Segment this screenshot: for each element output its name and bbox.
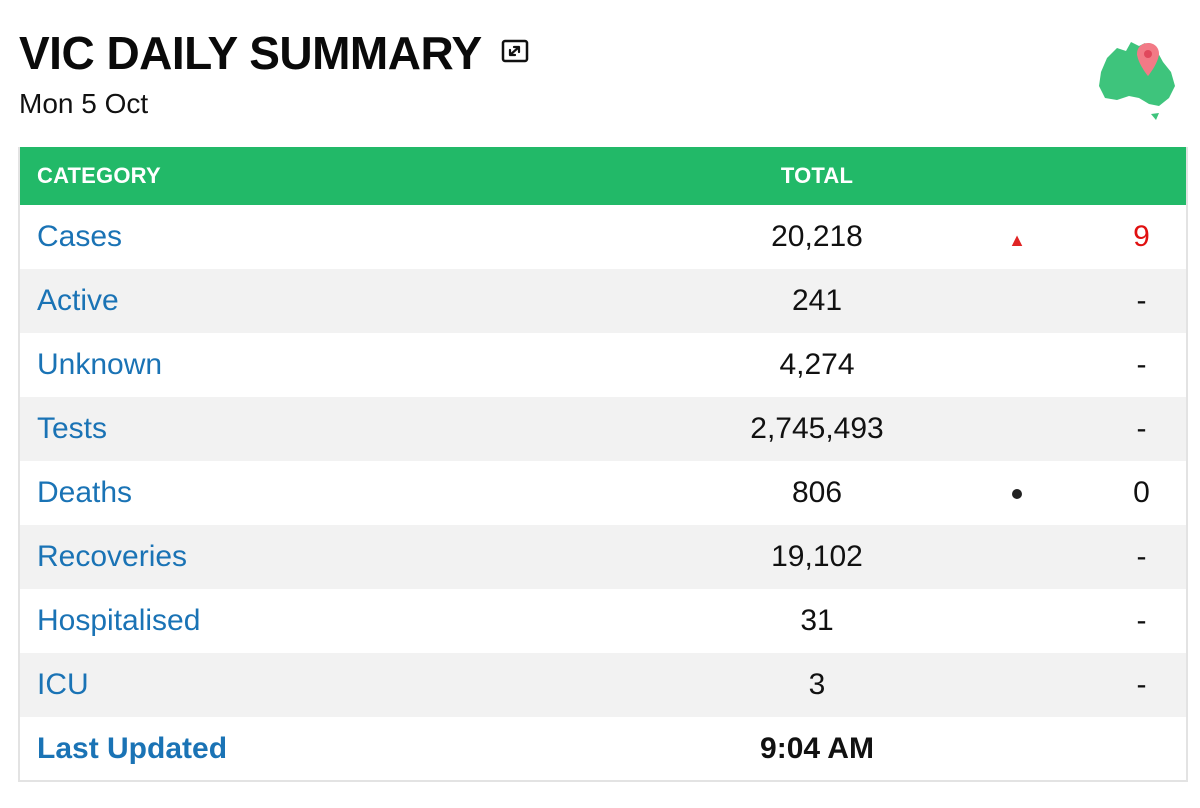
change-cell: - xyxy=(1136,348,1147,381)
column-header-indicator xyxy=(937,147,1097,205)
last-updated-row: Last Updated 9:04 AM xyxy=(19,717,1187,781)
change-cell: 0 xyxy=(1133,476,1150,509)
total-cell: 241 xyxy=(791,284,843,317)
category-link-hospitalised[interactable]: Hospitalised xyxy=(37,604,201,637)
indicator-cell xyxy=(937,397,1097,461)
dot-icon xyxy=(1012,489,1022,500)
indicator-cell xyxy=(937,333,1097,397)
title-row: VIC DAILY SUMMARY xyxy=(19,26,1189,80)
table-row: Tests 2,745,493 - xyxy=(19,397,1187,461)
table-row: Cases 20,218 ▲ 9 xyxy=(19,205,1187,269)
external-link-icon[interactable] xyxy=(501,38,529,64)
summary-table: CATEGORY TOTAL Cases 20,218 ▲ 9 Active 2… xyxy=(18,147,1188,782)
column-header-category: CATEGORY xyxy=(37,163,161,188)
indicator-cell xyxy=(937,717,1097,781)
column-header-total: TOTAL xyxy=(780,163,854,188)
category-link-recoveries[interactable]: Recoveries xyxy=(37,540,188,573)
change-cell: - xyxy=(1136,412,1147,445)
page-title: VIC DAILY SUMMARY xyxy=(19,27,482,79)
category-link-cases[interactable]: Cases xyxy=(37,220,123,253)
column-header-change xyxy=(1097,147,1187,205)
indicator-cell xyxy=(937,269,1097,333)
change-cell: - xyxy=(1136,284,1147,317)
table-row: Recoveries 19,102 - xyxy=(19,525,1187,589)
total-cell: 4,274 xyxy=(779,348,855,381)
change-cell: 9 xyxy=(1133,220,1150,253)
total-cell: 19,102 xyxy=(771,540,863,573)
category-link-unknown[interactable]: Unknown xyxy=(37,348,163,381)
indicator-cell xyxy=(937,525,1097,589)
total-cell: 2,745,493 xyxy=(750,412,884,445)
table-row: ICU 3 - xyxy=(19,653,1187,717)
table-row: Hospitalised 31 - xyxy=(19,589,1187,653)
triangle-up-icon: ▲ xyxy=(1008,230,1026,250)
category-link-active[interactable]: Active xyxy=(37,284,119,317)
indicator-cell xyxy=(937,589,1097,653)
australia-map-pin-icon xyxy=(1093,34,1183,120)
table-header-row: CATEGORY TOTAL xyxy=(19,147,1187,205)
category-link-tests[interactable]: Tests xyxy=(37,412,108,445)
category-link-icu[interactable]: ICU xyxy=(37,668,89,701)
change-cell: - xyxy=(1136,540,1147,573)
table-row: Unknown 4,274 - xyxy=(19,333,1187,397)
change-cell: - xyxy=(1136,668,1147,701)
total-cell: 31 xyxy=(800,604,834,637)
total-cell: 806 xyxy=(791,476,843,509)
change-cell xyxy=(1097,717,1187,781)
category-link-deaths[interactable]: Deaths xyxy=(37,476,133,509)
total-cell: 20,218 xyxy=(771,220,863,253)
change-cell: - xyxy=(1136,604,1147,637)
summary-header: VIC DAILY SUMMARY Mon 5 Oct xyxy=(19,26,1189,136)
last-updated-label: Last Updated xyxy=(37,731,228,765)
total-cell: 3 xyxy=(808,668,826,701)
table-row: Deaths 806 0 xyxy=(19,461,1187,525)
last-updated-time: 9:04 AM xyxy=(760,731,874,765)
table-row: Active 241 - xyxy=(19,269,1187,333)
indicator-cell xyxy=(937,653,1097,717)
report-date: Mon 5 Oct xyxy=(19,88,149,119)
